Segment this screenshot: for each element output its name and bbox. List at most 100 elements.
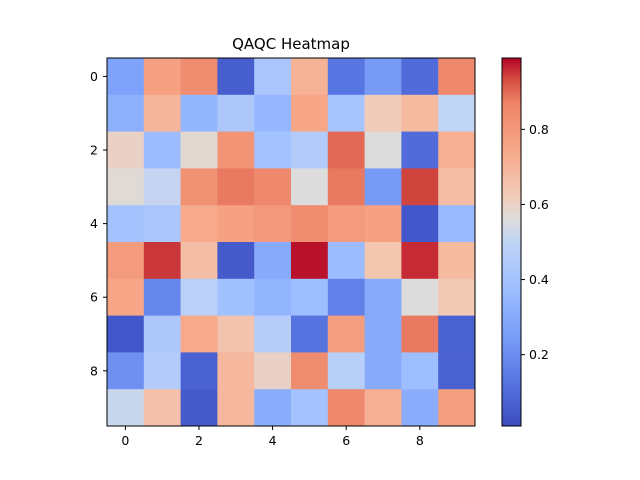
heatmap-cell-r5-c0 [107,242,145,280]
heatmap-cell-r9-c5 [291,389,329,427]
heatmap-cell-r3-c3 [217,168,255,206]
heatmap-cell-r8-c0 [107,352,145,390]
heatmap-cell-r8-c4 [254,352,292,390]
heatmap-cell-r1-c4 [254,94,292,132]
heatmap-cell-r3-c8 [401,168,439,206]
heatmap-cell-r1-c6 [327,94,365,132]
heatmap-cell-r0-c7 [364,58,402,96]
x-tick-label: 4 [269,433,277,448]
heatmap-cell-r1-c8 [401,94,439,132]
colorbar-tick-label: 0.6 [529,197,549,212]
y-tick-label: 8 [90,363,98,378]
heatmap-cell-r6-c6 [327,278,365,316]
plot-frame [106,57,476,427]
heatmap-cell-r5-c6 [327,242,365,280]
heatmap-cell-r7-c7 [364,315,402,353]
heatmap-cell-r8-c5 [291,352,329,390]
heatmap-cell-r9-c6 [327,389,365,427]
heatmap-cell-r9-c4 [254,389,292,427]
heatmap-cell-r5-c5 [291,242,329,280]
colorbar-tick-label: 0.2 [529,347,549,362]
colorbar-tick-label: 0.8 [529,122,549,137]
y-axis: 0 2 4 6 8 [90,69,107,378]
heatmap-cell-r0-c6 [327,58,365,96]
x-tick-label: 8 [416,433,424,448]
heatmap-cell-r3-c9 [438,168,476,206]
heatmap-cell-r4-c8 [401,205,439,243]
heatmap-cell-r2-c2 [180,131,218,169]
heatmap-cell-r9-c8 [401,389,439,427]
heatmap-cell-r8-c8 [401,352,439,390]
heatmap-cell-r9-c0 [107,389,145,427]
heatmap-cell-r5-c3 [217,242,255,280]
heatmap-cell-r2-c7 [364,131,402,169]
heatmap-cell-r5-c8 [401,242,439,280]
heatmap-cell-r2-c1 [143,131,181,169]
heatmap-cell-r2-c0 [107,131,145,169]
heatmap-cells [107,58,476,427]
heatmap-cell-r4-c1 [143,205,181,243]
colorbar [502,58,521,426]
heatmap-cell-r0-c3 [217,58,255,96]
heatmap-cell-r8-c1 [143,352,181,390]
heatmap-cell-r0-c1 [143,58,181,96]
heatmap-cell-r2-c3 [217,131,255,169]
heatmap-cell-r3-c7 [364,168,402,206]
heatmap-cell-r9-c7 [364,389,402,427]
heatmap-cell-r0-c9 [438,58,476,96]
x-tick-label: 6 [342,433,350,448]
heatmap-cell-r3-c5 [291,168,329,206]
heatmap-cell-r4-c7 [364,205,402,243]
y-tick-label: 2 [90,143,98,158]
heatmap-cell-r6-c1 [143,278,181,316]
heatmap-cell-r4-c5 [291,205,329,243]
heatmap-cell-r0-c8 [401,58,439,96]
heatmap-cell-r0-c2 [180,58,218,96]
heatmap-cell-r7-c4 [254,315,292,353]
heatmap-cell-r6-c4 [254,278,292,316]
heatmap-cell-r6-c9 [438,278,476,316]
heatmap-cell-r6-c2 [180,278,218,316]
heatmap-cell-r7-c2 [180,315,218,353]
heatmap-cell-r7-c3 [217,315,255,353]
x-tick-label: 2 [195,433,203,448]
heatmap-cell-r7-c6 [327,315,365,353]
heatmap-cell-r2-c4 [254,131,292,169]
heatmap-cell-r4-c0 [107,205,145,243]
heatmap-cell-r4-c6 [327,205,365,243]
heatmap-cell-r4-c2 [180,205,218,243]
heatmap-cell-r7-c0 [107,315,145,353]
heatmap-cell-r3-c2 [180,168,218,206]
heatmap-cell-r9-c9 [438,389,476,427]
heatmap-cell-r3-c0 [107,168,145,206]
chart-title: QAQC Heatmap [232,35,350,53]
heatmap-cell-r2-c8 [401,131,439,169]
y-tick-label: 0 [90,69,98,84]
heatmap-cell-r6-c3 [217,278,255,316]
heatmap-cell-r0-c5 [291,58,329,96]
heatmap-cell-r9-c2 [180,389,218,427]
y-tick-label: 6 [90,290,98,305]
heatmap-cell-r5-c9 [438,242,476,280]
heatmap-cell-r0-c4 [254,58,292,96]
heatmap-cell-r6-c8 [401,278,439,316]
heatmap-cell-r3-c4 [254,168,292,206]
heatmap-cell-r8-c7 [364,352,402,390]
heatmap-cell-r6-c5 [291,278,329,316]
heatmap-cell-r5-c1 [143,242,181,280]
heatmap-cell-r7-c8 [401,315,439,353]
heatmap-cell-r1-c7 [364,94,402,132]
heatmap-cell-r1-c0 [107,94,145,132]
heatmap-cell-r4-c4 [254,205,292,243]
heatmap-cell-r7-c1 [143,315,181,353]
heatmap-cell-r9-c1 [143,389,181,427]
heatmap-cell-r2-c9 [438,131,476,169]
heatmap-cell-r8-c6 [327,352,365,390]
heatmap-cell-r2-c5 [291,131,329,169]
heatmap-cell-r1-c5 [291,94,329,132]
heatmap-cell-r5-c7 [364,242,402,280]
heatmap-cell-r3-c1 [143,168,181,206]
heatmap-cell-r6-c0 [107,278,145,316]
